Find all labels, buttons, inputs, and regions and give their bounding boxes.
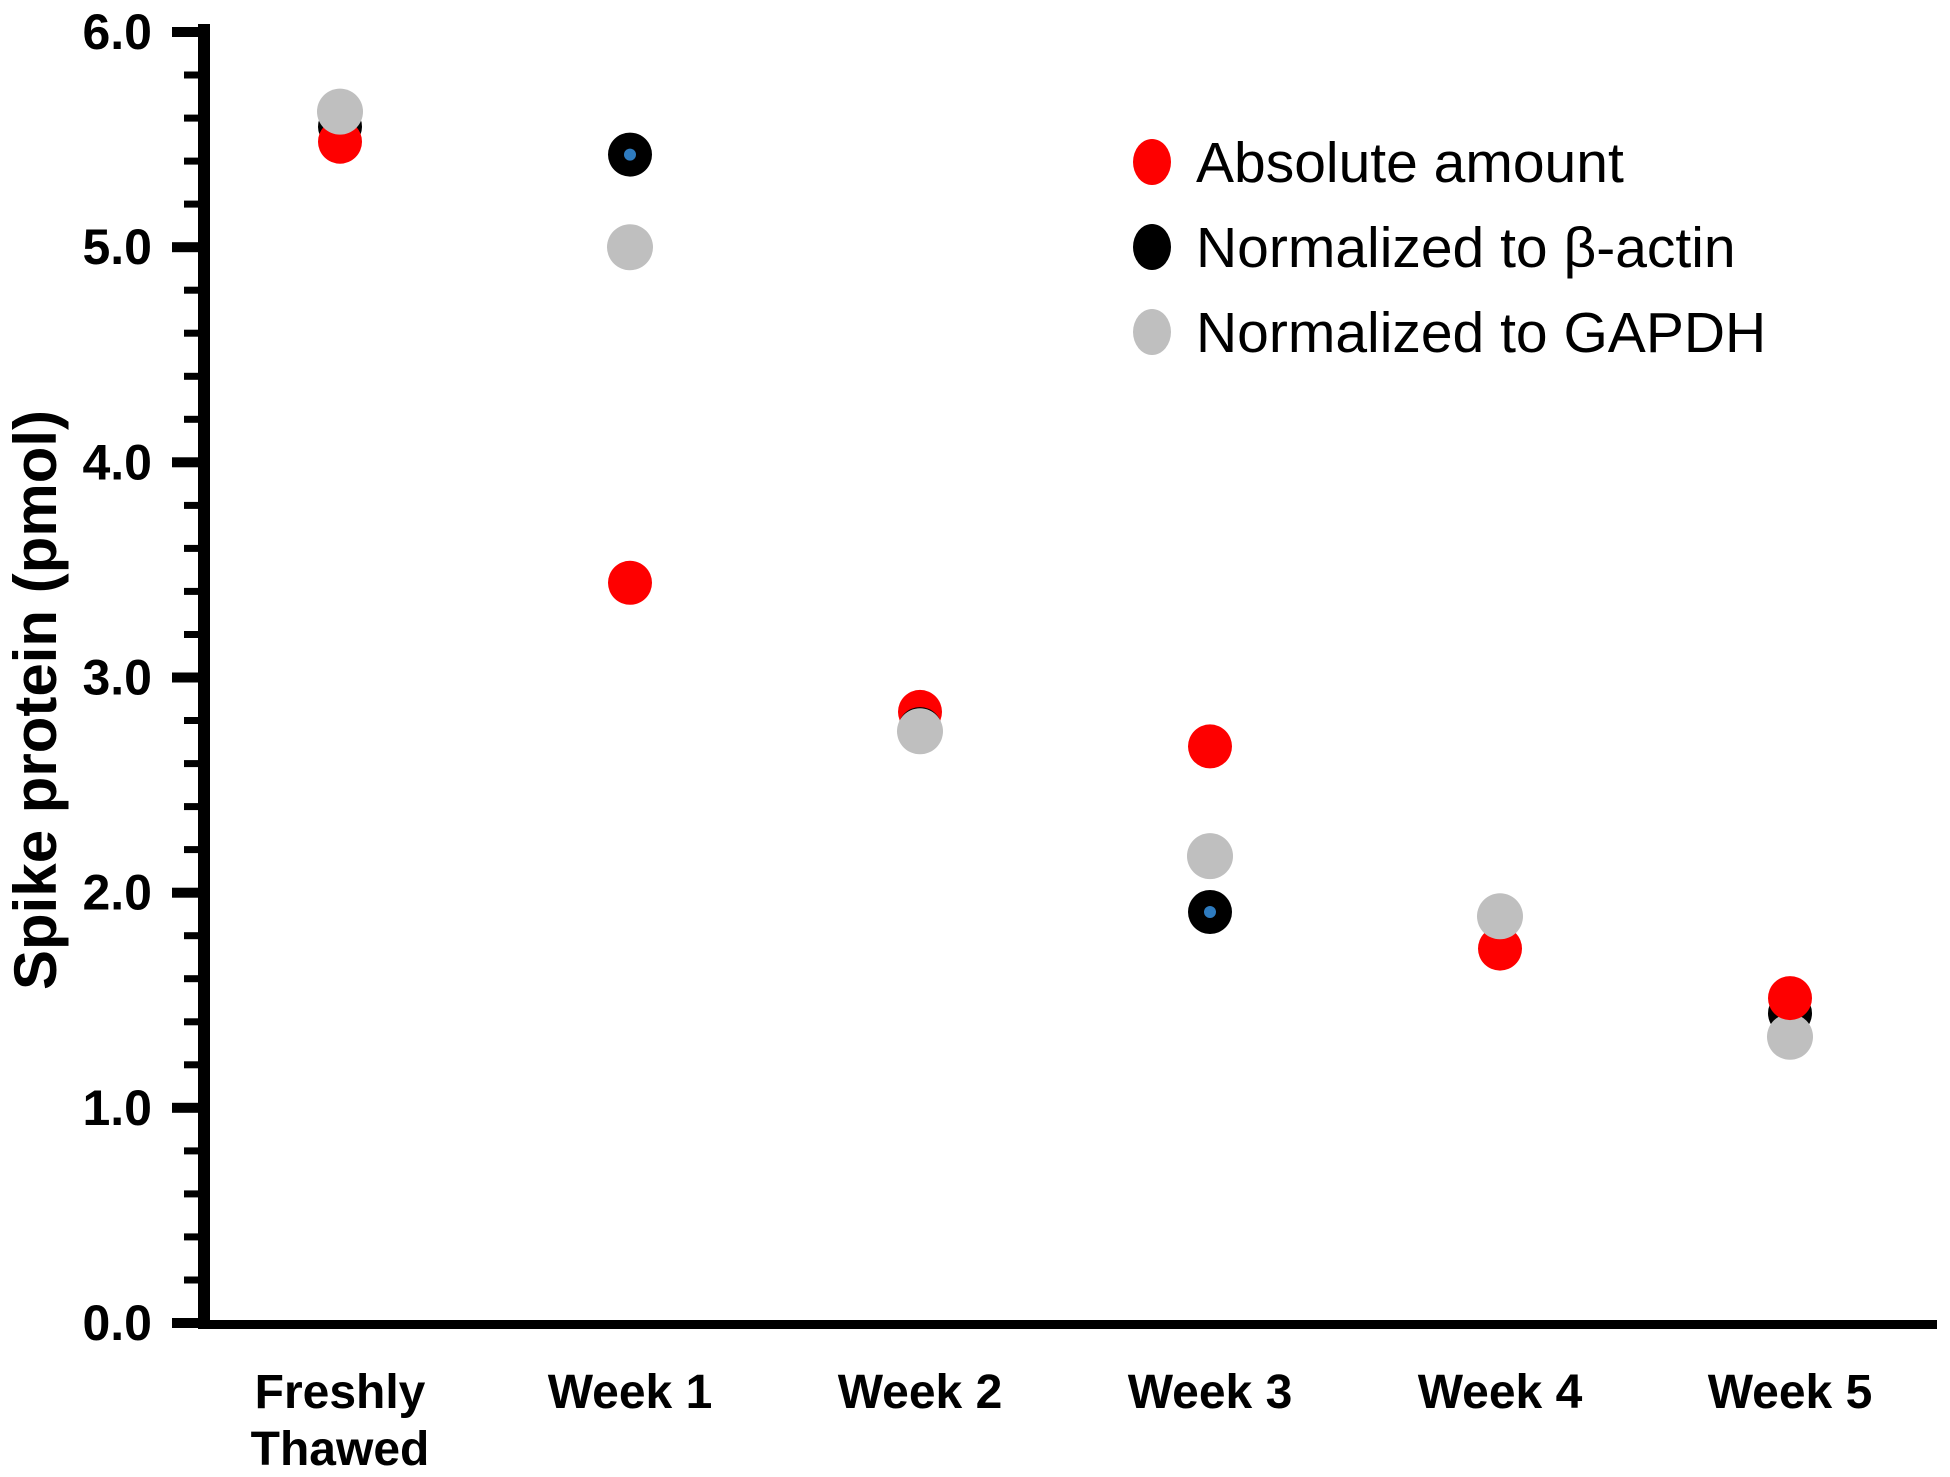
y-tick-label: 4.0 xyxy=(82,434,152,490)
data-point-gapdh-6 xyxy=(1767,1013,1813,1060)
data-point-absolute-amount-5 xyxy=(1478,926,1522,971)
x-category-label: Freshly Thawed xyxy=(251,1366,430,1476)
data-point-absolute-amount-4 xyxy=(1188,724,1232,769)
y-tick-label: 0.0 xyxy=(82,1295,152,1351)
x-category-label: Week 2 xyxy=(838,1366,1003,1419)
y-tick-minor xyxy=(184,1190,202,1198)
data-point-gapdh-4 xyxy=(1187,833,1233,880)
y-tick-major xyxy=(172,27,202,37)
y-tick-minor xyxy=(184,975,202,983)
data-point-center-dot-beta-actin-4 xyxy=(1204,906,1216,918)
y-tick-label: 5.0 xyxy=(82,219,152,275)
legend-label-absolute-amount: Absolute amount xyxy=(1196,131,1624,195)
y-axis-line xyxy=(198,24,210,1329)
y-axis-title: Spike protein (pmol) xyxy=(2,410,69,990)
x-category-label: Week 5 xyxy=(1708,1366,1873,1419)
y-tick-minor xyxy=(184,157,202,165)
data-point-gapdh-2 xyxy=(607,224,653,271)
x-category-label: Week 4 xyxy=(1418,1366,1583,1419)
y-tick-label: 6.0 xyxy=(82,4,152,60)
data-point-absolute-amount-6 xyxy=(1768,976,1812,1021)
y-tick-major xyxy=(172,1318,202,1328)
y-tick-major xyxy=(172,242,202,253)
y-tick-minor xyxy=(184,200,202,208)
y-tick-minor xyxy=(184,544,202,552)
data-point-absolute-amount-2 xyxy=(608,560,652,605)
y-tick-major xyxy=(172,457,202,468)
x-category-label: Week 3 xyxy=(1128,1366,1293,1419)
y-tick-minor xyxy=(184,286,202,294)
y-tick-minor xyxy=(184,1233,202,1241)
y-tick-minor xyxy=(184,760,202,768)
legend-marker-absolute-amount xyxy=(1133,139,1171,185)
data-point-gapdh-5 xyxy=(1477,893,1523,940)
x-axis-line xyxy=(198,1320,1937,1329)
data-point-gapdh-1 xyxy=(317,88,363,135)
y-tick-major xyxy=(172,672,202,683)
legend-marker-beta-actin xyxy=(1133,224,1171,270)
y-tick-minor xyxy=(184,1018,202,1026)
y-tick-minor xyxy=(184,415,202,423)
legend-marker-gapdh xyxy=(1133,309,1171,355)
y-tick-minor xyxy=(184,631,202,638)
y-tick-major xyxy=(172,887,202,898)
y-tick-minor xyxy=(184,71,202,79)
y-tick-minor xyxy=(184,114,202,122)
y-tick-label: 3.0 xyxy=(82,650,152,706)
y-tick-minor xyxy=(184,717,202,724)
y-tick-minor xyxy=(184,932,202,940)
y-tick-label: 2.0 xyxy=(82,865,152,921)
y-tick-label: 1.0 xyxy=(82,1080,152,1136)
data-point-gapdh-3 xyxy=(897,708,943,755)
x-category-label: Week 1 xyxy=(548,1366,713,1419)
y-tick-minor xyxy=(184,329,202,337)
y-tick-minor xyxy=(184,1276,202,1284)
legend-label-gapdh: Normalized to GAPDH xyxy=(1196,301,1766,365)
y-tick-minor xyxy=(184,501,202,509)
y-tick-major xyxy=(172,1102,202,1113)
y-tick-minor xyxy=(184,846,202,854)
y-tick-minor xyxy=(184,587,202,595)
y-tick-minor xyxy=(184,803,202,811)
y-tick-minor xyxy=(184,1147,202,1155)
y-tick-minor xyxy=(184,372,202,380)
y-tick-minor xyxy=(184,1061,202,1069)
data-point-center-dot-beta-actin-2 xyxy=(624,148,636,161)
legend-label-beta-actin: Normalized to β-actin xyxy=(1196,216,1736,280)
